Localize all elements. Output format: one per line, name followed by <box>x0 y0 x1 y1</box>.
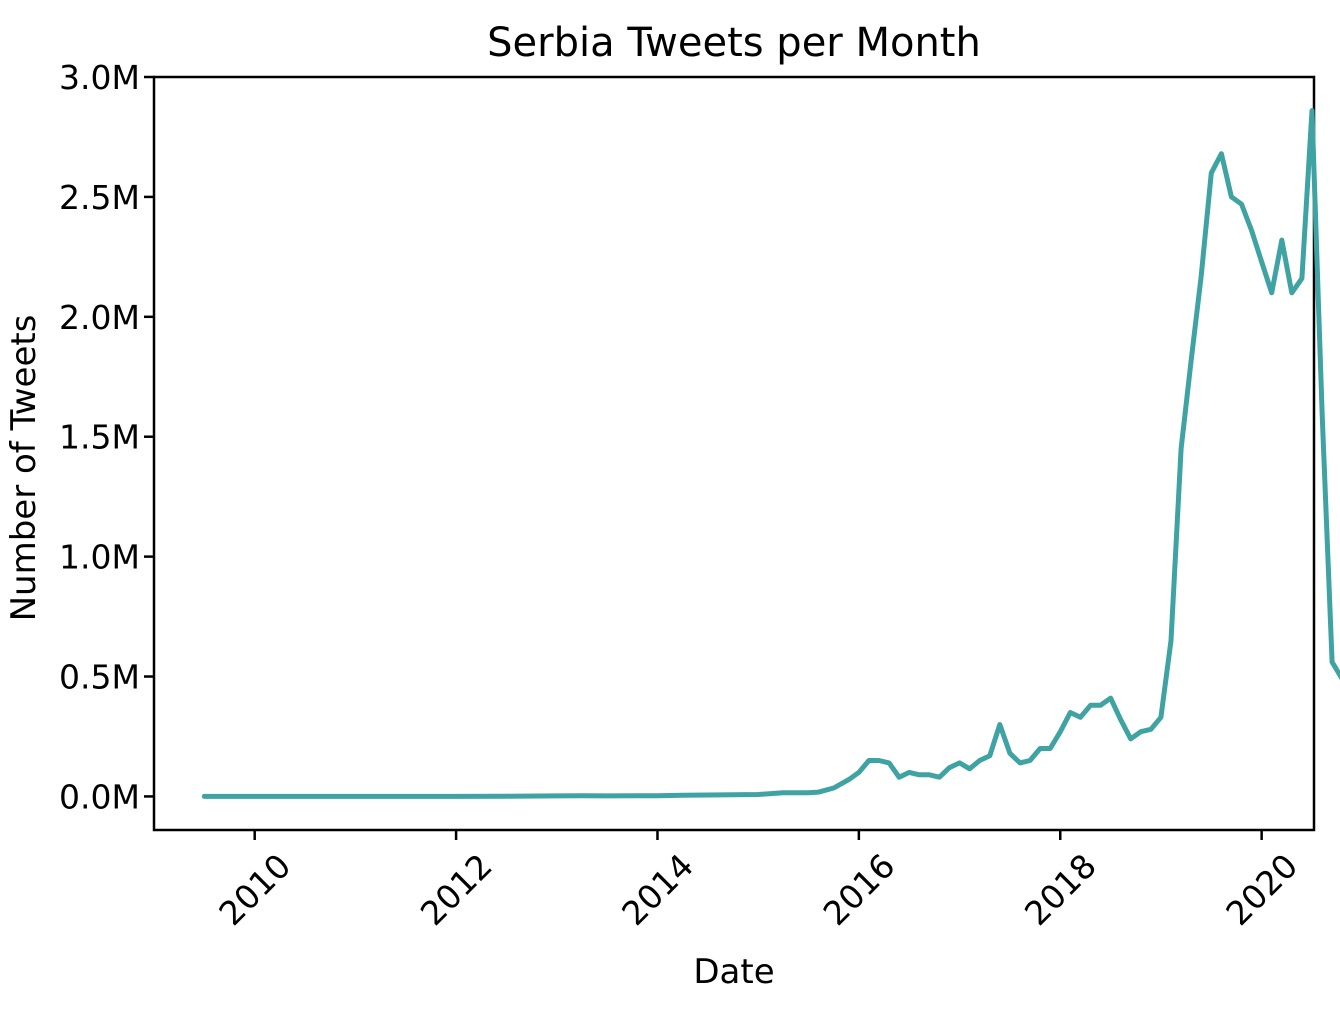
x-tick-label: 2010 <box>211 846 298 933</box>
plot-area-frame <box>152 75 1316 832</box>
y-tick-label: 2.5M <box>59 178 140 217</box>
y-tick-label: 0.0M <box>59 777 140 816</box>
y-tick-label: 1.5M <box>59 418 140 457</box>
x-tick-label: 2016 <box>816 846 903 933</box>
x-tick-label: 2018 <box>1017 846 1104 933</box>
x-tick-label: 2014 <box>614 846 701 933</box>
y-axis-ticks: 0.0M 0.5M 1.0M 1.5M 2.0M 2.5M 3.0M <box>59 58 154 816</box>
y-tick-label: 1.0M <box>59 538 140 577</box>
chart-title: Serbia Tweets per Month <box>487 20 981 66</box>
y-axis-label: Number of Tweets <box>4 315 44 622</box>
x-axis-label: Date <box>693 952 774 992</box>
series-line-tweets <box>201 108 1340 799</box>
series-layer <box>201 108 1340 799</box>
y-tick-label: 3.0M <box>59 58 140 97</box>
x-tick-label: 2012 <box>413 846 500 933</box>
x-tick-label: 2020 <box>1218 846 1305 933</box>
y-tick-label: 2.0M <box>59 298 140 337</box>
x-axis-ticks: 2010 2012 2014 2016 2018 2020 <box>211 830 1305 933</box>
y-tick-label: 0.5M <box>59 658 140 697</box>
